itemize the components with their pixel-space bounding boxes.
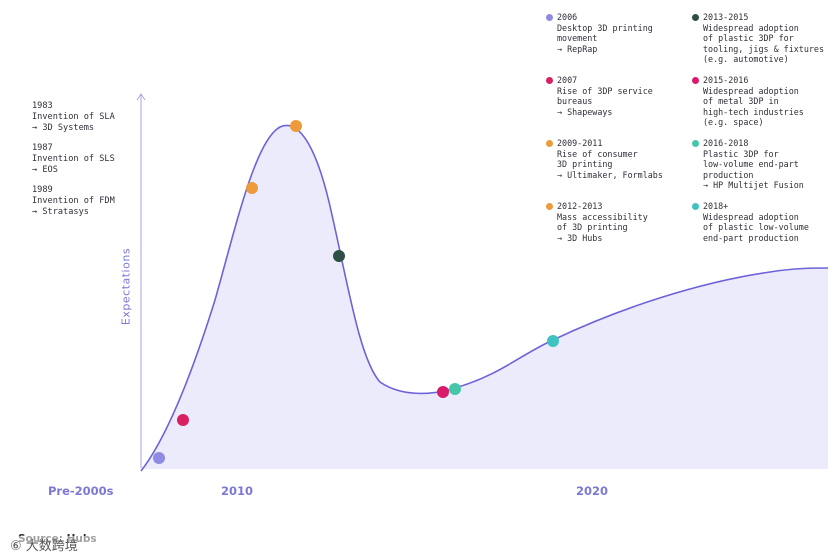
legend-item: 2015-2016 Widespread adoption of metal 3D…: [692, 75, 828, 128]
legend-item: 2012-2013 Mass accessibility of 3D printi…: [546, 201, 687, 243]
legend-item: 2006 Desktop 3D printing movement → RepRa…: [546, 12, 687, 54]
early-history-text: Invention of SLA → 3D Systems: [32, 112, 115, 133]
early-history-year: 1989: [32, 185, 53, 195]
legend-dot: [546, 203, 553, 210]
legend-year: 2007: [557, 75, 578, 85]
milestone-point-2018+: [547, 335, 559, 347]
legend-text: Rise of 3DP service bureaus → Shapeways: [557, 85, 653, 117]
legend-text: Desktop 3D printing movement → RepRap: [557, 22, 653, 54]
early-history-year: 1983: [32, 101, 53, 111]
y-axis-arrow: [136, 93, 146, 101]
legend-year: 2016-2018: [703, 138, 749, 148]
legend-text: Widespread adoption of plastic low-volum…: [703, 211, 809, 243]
milestone-point-2007: [177, 414, 189, 426]
legend-text: Widespread adoption of plastic 3DP for t…: [703, 22, 825, 65]
legend-year: 2006: [557, 12, 578, 22]
legend-item: 2009-2011 Rise of consumer 3D printing → …: [546, 138, 687, 180]
early-history-item: 1987 Invention of SLS → EOS: [32, 143, 142, 176]
early-history-item: 1989 Invention of FDM → Stratasys: [32, 185, 142, 218]
legend-dot: [692, 14, 699, 21]
legend-item: 2018+ Widespread adoption of plastic low-…: [692, 201, 828, 243]
x-tick-label: 2010: [221, 484, 254, 498]
y-axis-label: Expectations: [119, 247, 133, 326]
early-history-item: 1983 Invention of SLA → 3D Systems: [32, 101, 142, 134]
early-history-year: 1987: [32, 143, 53, 153]
milestone-points: [153, 120, 559, 464]
legend-year: 2015-2016: [703, 75, 749, 85]
legend-text: Widespread adoption of metal 3DP in high…: [703, 85, 804, 128]
early-history-text: Invention of FDM → Stratasys: [32, 196, 115, 217]
expectation-curve: [140, 124, 828, 472]
x-tick-label: Pre-2000s: [48, 484, 114, 498]
legend-dot: [546, 77, 553, 84]
legend-dot: [546, 140, 553, 147]
legend-dot: [546, 14, 553, 21]
milestone-point-2016-2018: [449, 383, 461, 395]
legend-item: 2016-2018 Plastic 3DP for low-volume end-…: [692, 138, 828, 191]
legend-year: 2013-2015: [703, 12, 749, 22]
legend-year: 2009-2011: [557, 138, 603, 148]
milestone-point-2015-2016: [437, 386, 449, 398]
legend-year: 2018+: [703, 201, 729, 211]
legend-dot: [692, 77, 699, 84]
early-history-text: Invention of SLS → EOS: [32, 154, 115, 175]
legend-text: Plastic 3DP for low-volume end-part prod…: [703, 148, 804, 191]
legend-year: 2012-2013: [557, 201, 603, 211]
milestone-point-2006: [153, 452, 165, 464]
legend-item: 2007 Rise of 3DP service bureaus → Shapew…: [546, 75, 687, 117]
x-tick-label: 2020: [576, 484, 609, 498]
legend-item: 2013-2015 Widespread adoption of plastic …: [692, 12, 828, 65]
legend-dot: [692, 140, 699, 147]
legend-text: Rise of consumer 3D printing → Ultimaker…: [557, 148, 663, 180]
curve-fill-area: [141, 125, 828, 471]
legend-dot: [692, 203, 699, 210]
milestone-point-2013-2015: [333, 250, 345, 262]
milestone-point-2012-2013: [290, 120, 302, 132]
legend-text: Mass accessibility of 3D printing → 3D H…: [557, 211, 648, 243]
milestone-point-2009-2011: [246, 182, 258, 194]
watermark: ⑥ 大数跨境: [4, 536, 124, 558]
